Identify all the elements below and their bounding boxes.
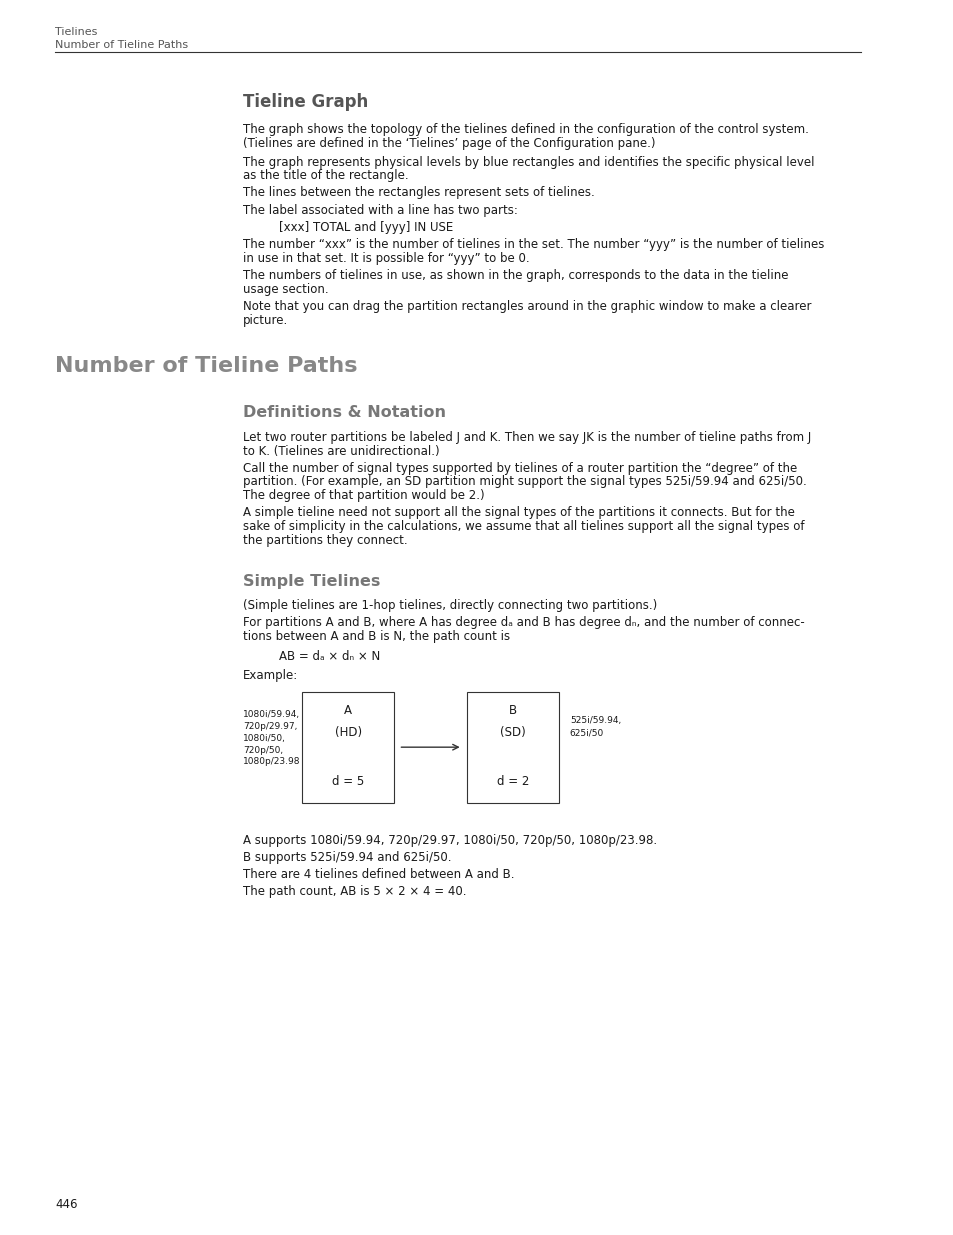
Text: Example:: Example: xyxy=(242,669,297,683)
Text: (HD): (HD) xyxy=(335,726,361,740)
Text: d = 2: d = 2 xyxy=(497,774,529,788)
Text: B: B xyxy=(508,704,517,718)
Text: The graph represents physical levels by blue rectangles and identifies the speci: The graph represents physical levels by … xyxy=(242,156,814,169)
Text: partition. (For example, an SD partition might support the signal types 525i/59.: partition. (For example, an SD partition… xyxy=(242,475,805,489)
Text: Tieline Graph: Tieline Graph xyxy=(242,93,368,111)
Text: picture.: picture. xyxy=(242,314,288,327)
Text: There are 4 tielines defined between A and B.: There are 4 tielines defined between A a… xyxy=(242,868,514,882)
Text: Note that you can drag the partition rectangles around in the graphic window to : Note that you can drag the partition rec… xyxy=(242,300,810,314)
Text: 525i/59.94,
625i/50: 525i/59.94, 625i/50 xyxy=(569,716,620,737)
FancyBboxPatch shape xyxy=(302,692,394,803)
Text: Tielines: Tielines xyxy=(55,27,97,37)
Text: The numbers of tielines in use, as shown in the graph, corresponds to the data i: The numbers of tielines in use, as shown… xyxy=(242,269,787,283)
Text: Definitions & Notation: Definitions & Notation xyxy=(242,405,445,420)
Text: The label associated with a line has two parts:: The label associated with a line has two… xyxy=(242,204,517,217)
Text: (Simple tielines are 1-hop tielines, directly connecting two partitions.): (Simple tielines are 1-hop tielines, dir… xyxy=(242,599,657,613)
Text: B supports 525i/59.94 and 625i/50.: B supports 525i/59.94 and 625i/50. xyxy=(242,851,451,864)
Text: in use in that set. It is possible for “yyy” to be 0.: in use in that set. It is possible for “… xyxy=(242,252,529,266)
Text: Call the number of signal types supported by tielines of a router partition the : Call the number of signal types supporte… xyxy=(242,462,796,475)
Text: A simple tieline need not support all the signal types of the partitions it conn: A simple tieline need not support all th… xyxy=(242,506,794,520)
Text: the partitions they connect.: the partitions they connect. xyxy=(242,534,407,547)
Text: as the title of the rectangle.: as the title of the rectangle. xyxy=(242,169,408,183)
Text: tions between A and B is N, the path count is: tions between A and B is N, the path cou… xyxy=(242,630,509,643)
Text: usage section.: usage section. xyxy=(242,283,328,296)
Text: 1080i/59.94,
720p/29.97,
1080i/50,
720p/50,
1080p/23.98: 1080i/59.94, 720p/29.97, 1080i/50, 720p/… xyxy=(242,710,300,767)
Text: A supports 1080i/59.94, 720p/29.97, 1080i/50, 720p/50, 1080p/23.98.: A supports 1080i/59.94, 720p/29.97, 1080… xyxy=(242,834,657,847)
Text: The graph shows the topology of the tielines defined in the configuration of the: The graph shows the topology of the tiel… xyxy=(242,124,808,137)
Text: Number of Tieline Paths: Number of Tieline Paths xyxy=(55,40,188,49)
Text: AB = dₐ × dₙ × N: AB = dₐ × dₙ × N xyxy=(279,650,380,663)
Text: Simple Tielines: Simple Tielines xyxy=(242,574,379,589)
Text: For partitions A and B, where A has degree dₐ and B has degree dₙ, and the numbe: For partitions A and B, where A has degr… xyxy=(242,616,803,630)
Text: Number of Tieline Paths: Number of Tieline Paths xyxy=(55,356,357,375)
Text: 446: 446 xyxy=(55,1198,77,1212)
Text: A: A xyxy=(344,704,352,718)
FancyBboxPatch shape xyxy=(467,692,558,803)
Text: The number “xxx” is the number of tielines in the set. The number “yyy” is the n: The number “xxx” is the number of tielin… xyxy=(242,238,823,252)
Text: d = 5: d = 5 xyxy=(332,774,364,788)
Text: The path count, AB is 5 × 2 × 4 = 40.: The path count, AB is 5 × 2 × 4 = 40. xyxy=(242,885,466,899)
Text: (Tielines are defined in the ‘Tielines’ page of the Configuration pane.): (Tielines are defined in the ‘Tielines’ … xyxy=(242,137,655,151)
Text: Let two router partitions be labeled J and K. Then we say JK is the number of ti: Let two router partitions be labeled J a… xyxy=(242,431,810,445)
Text: sake of simplicity in the calculations, we assume that all tielines support all : sake of simplicity in the calculations, … xyxy=(242,520,803,534)
Text: [xxx] TOTAL and [yyy] IN USE: [xxx] TOTAL and [yyy] IN USE xyxy=(279,221,454,235)
Text: The lines between the rectangles represent sets of tielines.: The lines between the rectangles represe… xyxy=(242,186,594,200)
Text: The degree of that partition would be 2.): The degree of that partition would be 2.… xyxy=(242,489,484,503)
Text: to K. (Tielines are unidirectional.): to K. (Tielines are unidirectional.) xyxy=(242,445,439,458)
Text: (SD): (SD) xyxy=(499,726,525,740)
